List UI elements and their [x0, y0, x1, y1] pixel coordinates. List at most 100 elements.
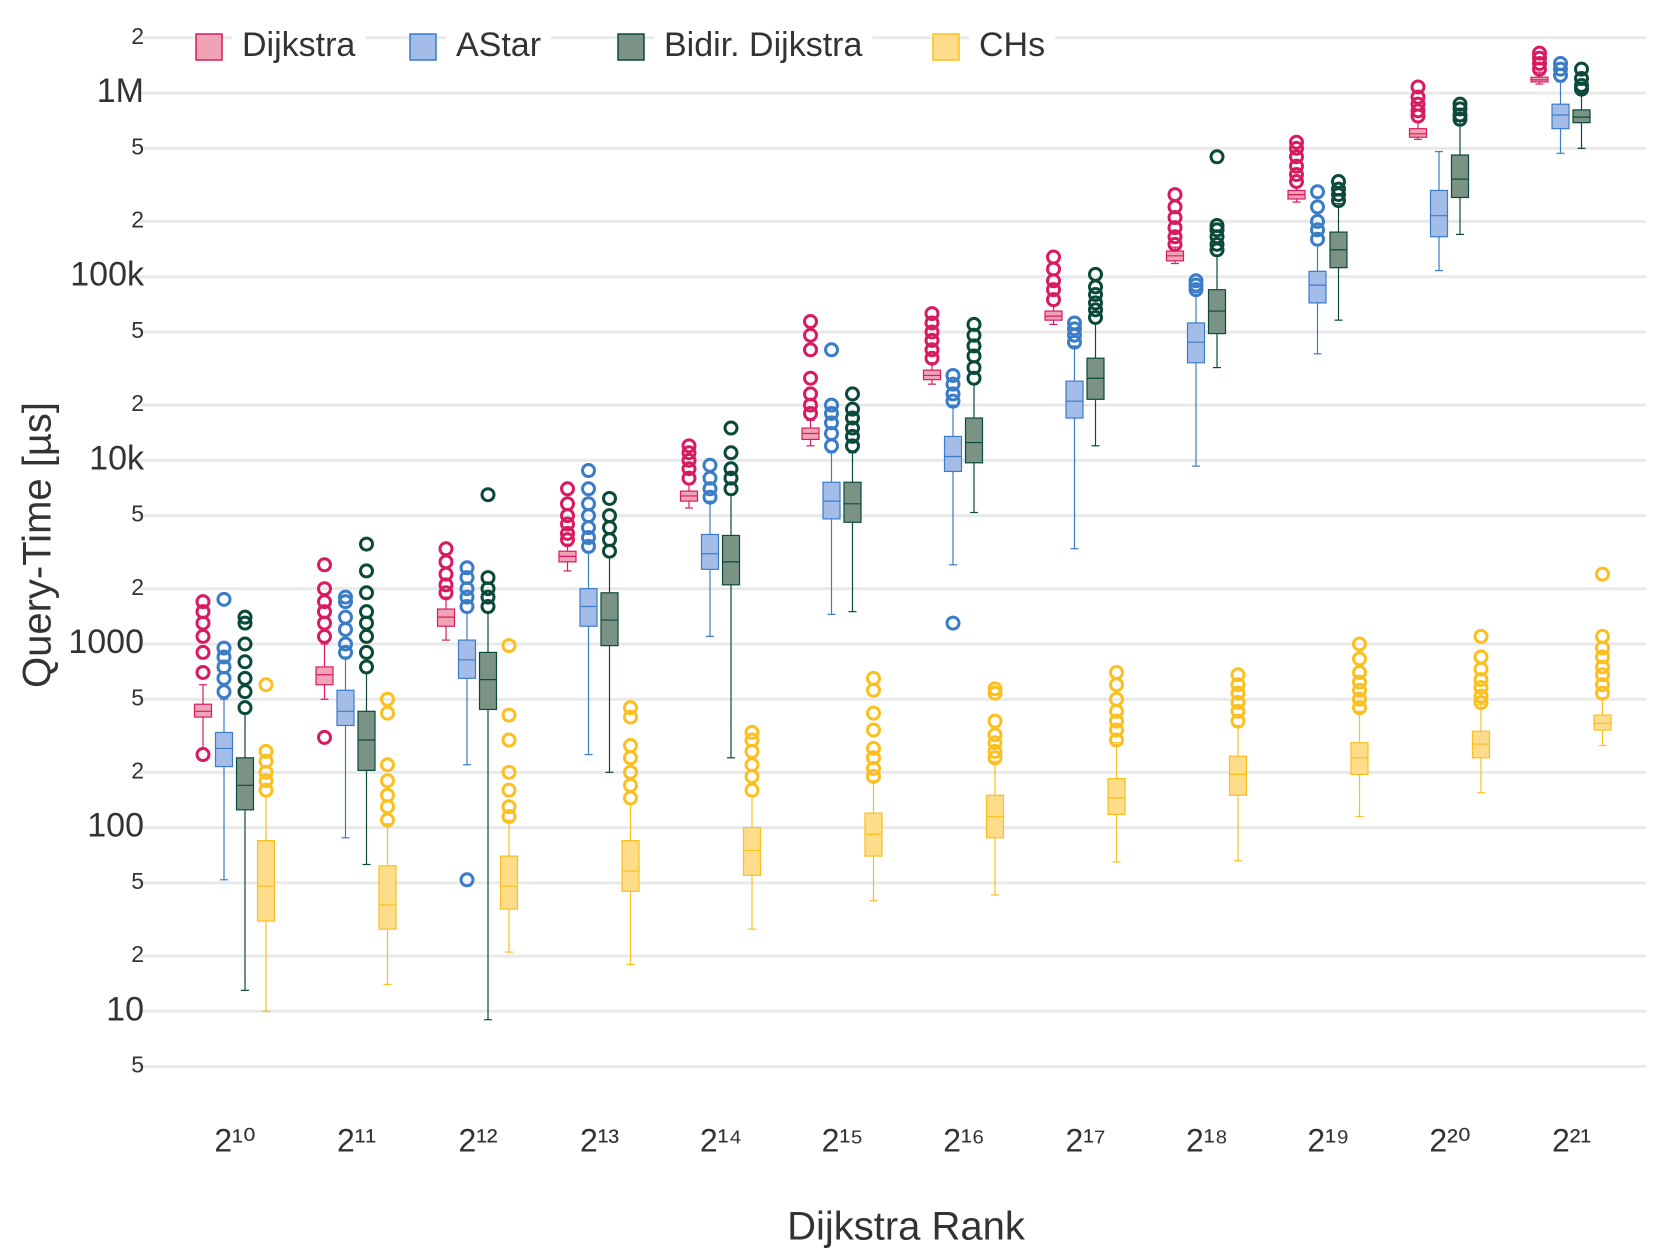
outlier — [1209, 149, 1225, 165]
y-tick-label: 100 — [87, 807, 144, 845]
outlier — [623, 700, 638, 716]
outlier — [1046, 249, 1061, 265]
outlier — [744, 782, 760, 798]
outlier — [317, 729, 332, 745]
box — [1429, 189, 1449, 238]
legend-marker — [195, 33, 223, 61]
outlier — [803, 370, 818, 386]
x-tick-label: 2²¹ — [1552, 1122, 1591, 1158]
outlier — [195, 594, 211, 610]
outlier — [845, 401, 860, 417]
outlier — [803, 314, 818, 330]
outlier — [845, 438, 860, 454]
outlier — [1088, 309, 1103, 325]
outlier — [866, 750, 881, 766]
outlier — [359, 563, 374, 579]
box — [478, 651, 498, 711]
outlier — [1595, 677, 1610, 693]
outlier — [945, 386, 961, 402]
y-tick-label: 5 — [131, 317, 144, 343]
box — [1572, 109, 1591, 124]
outlier — [1331, 181, 1346, 197]
outlier — [581, 530, 596, 546]
box — [1450, 154, 1470, 199]
outlier — [1289, 140, 1304, 156]
box — [721, 534, 741, 586]
box — [1065, 380, 1084, 419]
box — [378, 865, 397, 930]
legend: Dijkstra AStar Bidir. Dijkstra CHs — [195, 25, 1056, 69]
outlier — [945, 393, 961, 409]
box — [235, 757, 255, 811]
outlier — [359, 585, 374, 601]
outlier — [560, 532, 575, 548]
box — [499, 855, 519, 910]
outlier — [237, 615, 253, 631]
outlier — [237, 609, 253, 625]
outlier — [380, 773, 395, 789]
outlier — [966, 316, 982, 332]
outlier — [924, 324, 940, 340]
outlier — [623, 777, 638, 793]
outlier — [1473, 672, 1489, 688]
outlier — [258, 677, 274, 693]
outlier — [681, 438, 697, 454]
box — [964, 417, 984, 464]
outlier — [1352, 664, 1367, 680]
outlier — [1289, 149, 1304, 165]
outlier — [1410, 103, 1426, 119]
outlier — [1410, 89, 1426, 105]
outlier — [1209, 218, 1225, 234]
outlier — [195, 644, 211, 660]
x-tick-label: 2¹⁶ — [943, 1122, 985, 1158]
outlier — [1289, 167, 1304, 183]
outlier — [1595, 566, 1610, 582]
outlier — [845, 410, 860, 426]
outlier — [1532, 50, 1547, 66]
outlier — [1331, 173, 1346, 189]
outlier — [195, 628, 211, 644]
legend-bg — [446, 25, 552, 69]
outlier — [924, 350, 940, 366]
outlier — [1473, 688, 1489, 704]
y-tick-label: 5 — [131, 1052, 144, 1078]
outlier — [216, 591, 232, 607]
outlier — [1595, 667, 1610, 683]
outlier — [501, 732, 517, 748]
outlier — [681, 470, 697, 486]
outlier — [338, 621, 353, 637]
outlier — [824, 438, 839, 454]
outlier — [237, 700, 253, 716]
outlier — [1574, 71, 1589, 87]
outlier — [1067, 321, 1082, 337]
outlier — [866, 705, 881, 721]
outlier — [945, 615, 961, 631]
outlier — [581, 481, 596, 497]
outlier — [1109, 722, 1124, 738]
outlier — [1188, 282, 1204, 298]
outlier — [359, 628, 374, 644]
x-tick-label: 2¹⁴ — [700, 1122, 742, 1158]
outlier — [317, 604, 332, 620]
outlier — [338, 644, 353, 660]
outlier — [845, 428, 860, 444]
outlier — [216, 640, 232, 656]
outlier — [723, 461, 739, 477]
outlier — [216, 649, 232, 665]
box — [621, 839, 640, 892]
outlier — [1109, 732, 1124, 748]
outlier — [924, 306, 940, 322]
outlier — [1473, 649, 1489, 665]
outlier — [338, 594, 353, 610]
outlier — [359, 536, 374, 552]
legend-bg — [232, 25, 366, 69]
outlier — [338, 609, 353, 625]
outlier — [501, 808, 517, 824]
x-tick-label: 2¹⁹ — [1307, 1122, 1349, 1158]
box — [256, 839, 276, 922]
outlier — [945, 367, 961, 383]
legend-label: CHs — [979, 26, 1045, 64]
legend-marker — [617, 33, 645, 61]
outlier — [237, 684, 253, 700]
outlier — [237, 670, 253, 686]
